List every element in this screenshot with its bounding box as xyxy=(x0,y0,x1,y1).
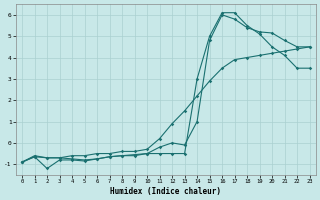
X-axis label: Humidex (Indice chaleur): Humidex (Indice chaleur) xyxy=(110,187,221,196)
